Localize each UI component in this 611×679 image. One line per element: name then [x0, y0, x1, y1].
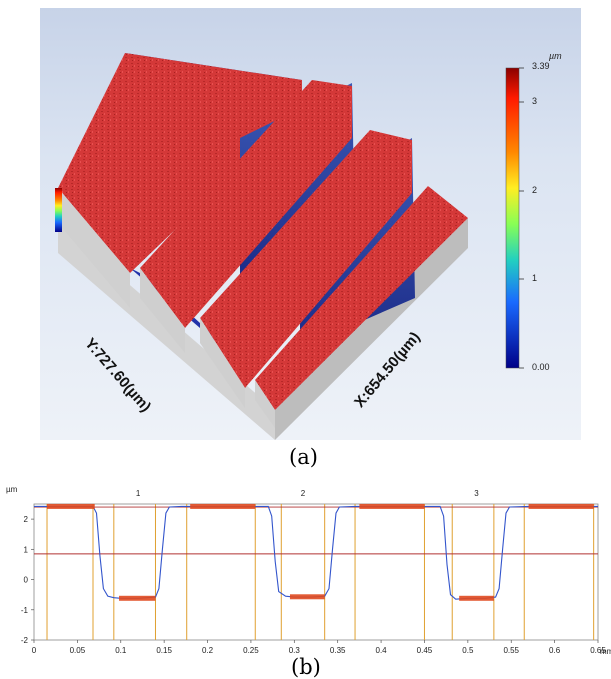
x-tick-label: 0.1	[115, 646, 127, 655]
x-tick-label: 0.05	[70, 646, 86, 655]
stripe-4-top	[255, 186, 468, 410]
base-side-right	[275, 218, 468, 440]
y-tick-label: 1	[24, 545, 29, 554]
x-tick-label: 0.2	[202, 646, 214, 655]
x-tick-label: 0.3	[289, 646, 301, 655]
surface-3d-render	[55, 53, 524, 440]
stripe-1-top	[58, 53, 302, 273]
y-tick-label: 0	[24, 576, 29, 585]
plateau-marker	[47, 503, 95, 509]
colorbar-tick-1: 1	[532, 273, 538, 283]
profile-number-label: 1	[136, 489, 141, 498]
x-tick-label: 0.65	[590, 646, 606, 655]
colorbar-tick-3: 3	[532, 96, 538, 106]
stripe-4-side	[255, 380, 275, 428]
mini-colorbar	[55, 188, 62, 232]
x-tick-label: 0.15	[156, 646, 172, 655]
y-tick-label: -2	[21, 636, 29, 645]
stripe-3-side	[200, 318, 245, 408]
plateau-marker	[528, 503, 594, 509]
colorbar-min-label: 0.00	[532, 362, 550, 372]
profile-number-label: 3	[474, 489, 479, 498]
colorbar-max-label: 3.39	[532, 61, 550, 71]
panel-b-label: (b)	[291, 655, 321, 679]
y-tick-label: -1	[21, 606, 29, 615]
x-tick-label: 0.5	[462, 646, 474, 655]
colorbar-tick-2: 2	[532, 185, 538, 195]
x-tick-label: 0.35	[330, 646, 346, 655]
x-unit-label: mm	[600, 647, 611, 655]
colorbar	[505, 67, 520, 369]
profile-chart: µm mm -2 -1 0 1 2 0 0.05 0.1 0.15 0.2 0.25 0.3 0.35 0.4…	[6, 485, 611, 655]
x-tick-label: 0	[32, 646, 37, 655]
profile-number-label: 2	[301, 489, 306, 498]
stripe-2-side	[140, 268, 185, 353]
panel-a-label: (a)	[289, 445, 318, 469]
plateau-marker	[119, 595, 156, 601]
x-tick-label: 0.6	[549, 646, 561, 655]
plot-area	[33, 503, 599, 641]
x-tick-label: 0.25	[243, 646, 259, 655]
y-unit-label: µm	[6, 485, 18, 494]
x-tick-label: 0.55	[503, 646, 519, 655]
y-tick-label: 2	[24, 515, 29, 524]
plateau-marker	[359, 503, 425, 509]
stripe-1-side	[58, 188, 130, 308]
surface-3d-panel: µm 3.39 3 2 1 0.00	[40, 8, 581, 440]
stripe-2-top	[140, 80, 352, 328]
plateau-marker	[459, 595, 494, 601]
x-tick-label: 0.45	[417, 646, 433, 655]
colorbar-unit: µm	[549, 51, 562, 61]
x-tick-label: 0.4	[376, 646, 388, 655]
stripe-3-top	[200, 130, 412, 388]
plateau-marker	[289, 594, 325, 600]
plateau-marker	[190, 503, 256, 509]
